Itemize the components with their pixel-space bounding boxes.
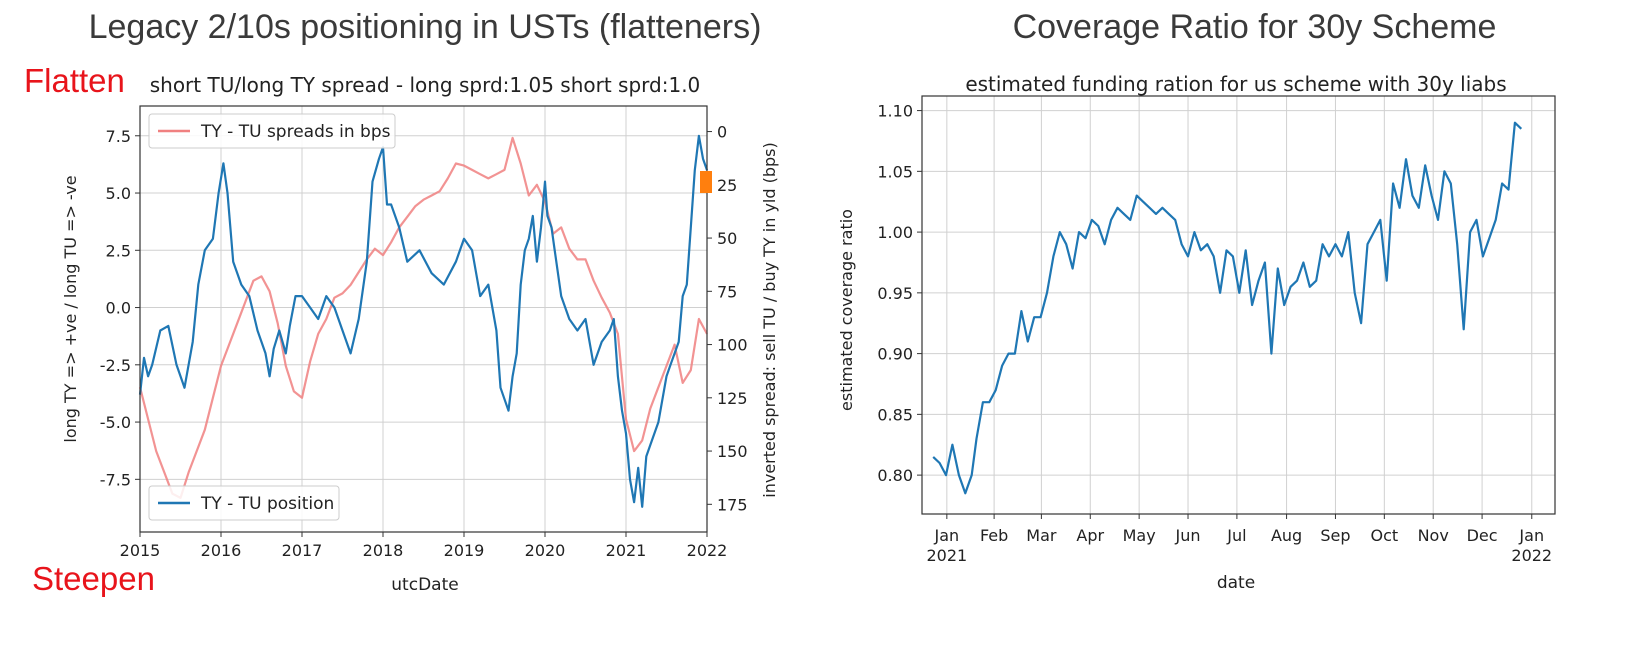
chart1-x-tick-label: 2016 xyxy=(201,541,242,560)
chart1-y2-tick-label: 0 xyxy=(717,123,727,142)
chart2-x-tick-label: Jan xyxy=(1518,526,1544,545)
chart1-y2-tick-label: 25 xyxy=(717,176,737,195)
chart1-y-tick-label: 2.5 xyxy=(106,241,131,260)
chart2-y-tick-label: 0.90 xyxy=(877,345,913,364)
chart1-legend-top: TY - TU spreads in bps xyxy=(148,113,396,149)
chart1-y2-tick-label: 175 xyxy=(717,495,748,514)
chart1-current-marker xyxy=(700,171,712,193)
chart1-x-tick-label: 2019 xyxy=(444,541,485,560)
chart1-x-tick-label: 2017 xyxy=(282,541,323,560)
chart1-y2-axis-label: inverted spread: sell TU / buy TY in yld… xyxy=(760,142,779,497)
chart1-y-tick-label: -7.5 xyxy=(100,470,131,489)
chart1-series xyxy=(138,134,709,508)
chart1-x-tick-label: 2020 xyxy=(525,541,566,560)
chart1-legend-position-label: TY - TU position xyxy=(200,494,334,514)
chart2-y-tick-label: 1.00 xyxy=(877,223,913,242)
steepen-label: Steepen xyxy=(32,560,155,597)
chart2-x-axis-label: date xyxy=(1217,573,1255,593)
chart1-frame xyxy=(139,105,708,533)
flatten-label: Flatten xyxy=(24,62,125,99)
chart2-x-tick-label: Jul xyxy=(1226,526,1246,545)
chart1-ticks: 2015 2016 2017 2018 2019 2020 2021 2022 7.5 5.0 2.… xyxy=(100,123,748,560)
chart1-y2-tick-label: 100 xyxy=(717,336,748,355)
chart2-y-axis-label: estimated coverage ratio xyxy=(837,209,856,411)
chart1-position-line xyxy=(138,134,709,508)
chart1-y-tick-label: 0.0 xyxy=(106,299,131,318)
chart1-title: short TU/long TY spread - long sprd:1.05… xyxy=(150,73,701,97)
chart2-y-tick-label: 0.80 xyxy=(877,466,913,485)
right-slide-title: Coverage Ratio for 30y Scheme xyxy=(1012,8,1497,46)
chart2-y-tick-label: 1.05 xyxy=(877,162,913,181)
chart1-y-tick-label: -2.5 xyxy=(100,356,131,375)
chart1-legend-spread-label: TY - TU spreads in bps xyxy=(200,122,391,142)
chart1-x-tick-label: 2022 xyxy=(687,541,728,560)
chart1-x-axis-label: utcDate xyxy=(391,575,458,595)
left-slide-title: Legacy 2/10s positioning in USTs (flatte… xyxy=(88,8,762,46)
chart1-x-tick-label: 2018 xyxy=(363,541,404,560)
chart2-frame xyxy=(921,95,1556,515)
chart2-y-tick-label: 1.10 xyxy=(877,102,913,121)
chart2-series xyxy=(932,121,1523,495)
chart1-y2-tick-label: 50 xyxy=(717,229,737,248)
chart1-spread-line xyxy=(138,136,708,499)
chart2-x-tick-label: Sep xyxy=(1320,526,1350,545)
chart2-y-tick-label: 0.95 xyxy=(877,284,913,303)
chart1-y2-tick-label: 75 xyxy=(717,282,737,301)
chart2-y-tick-label: 0.85 xyxy=(877,405,913,424)
chart2-x-tick-label: Aug xyxy=(1271,526,1302,545)
chart1-y-tick-label: 7.5 xyxy=(106,127,131,146)
chart1-y2-tick-label: 125 xyxy=(717,389,748,408)
chart1-y2-tick-label: 150 xyxy=(717,442,748,461)
chart2-x-tick-label: Jun xyxy=(1175,526,1201,545)
chart2-x-tick-label: Apr xyxy=(1076,526,1104,545)
chart2-x-tick-label: 2021 xyxy=(926,546,967,565)
chart1-y-tick-label: -5.0 xyxy=(100,413,131,432)
chart1-y-tick-label: 5.0 xyxy=(106,184,131,203)
chart1-y-axis-label: long TY => +ve / long TU => -ve xyxy=(61,175,80,442)
chart2-x-tick-label: Mar xyxy=(1026,526,1057,545)
chart1-x-tick-label: 2015 xyxy=(120,541,161,560)
chart1-legend-bottom: TY - TU position xyxy=(148,485,340,521)
chart2-title: estimated funding ration for us scheme w… xyxy=(965,72,1506,96)
chart2-x-tick-label: May xyxy=(1123,526,1156,545)
chart2-x-tick-label: Dec xyxy=(1467,526,1498,545)
chart2-x-tick-label: 2022 xyxy=(1511,546,1552,565)
chart2-grid xyxy=(922,96,1555,514)
chart2-x-tick-label: Nov xyxy=(1418,526,1449,545)
chart2-x-tick-label: Jan xyxy=(934,526,960,545)
chart2-x-tick-label: Feb xyxy=(980,526,1008,545)
chart1-x-tick-label: 2021 xyxy=(606,541,647,560)
chart2-x-tick-label: Oct xyxy=(1370,526,1398,545)
chart2-coverage-line xyxy=(932,121,1523,495)
